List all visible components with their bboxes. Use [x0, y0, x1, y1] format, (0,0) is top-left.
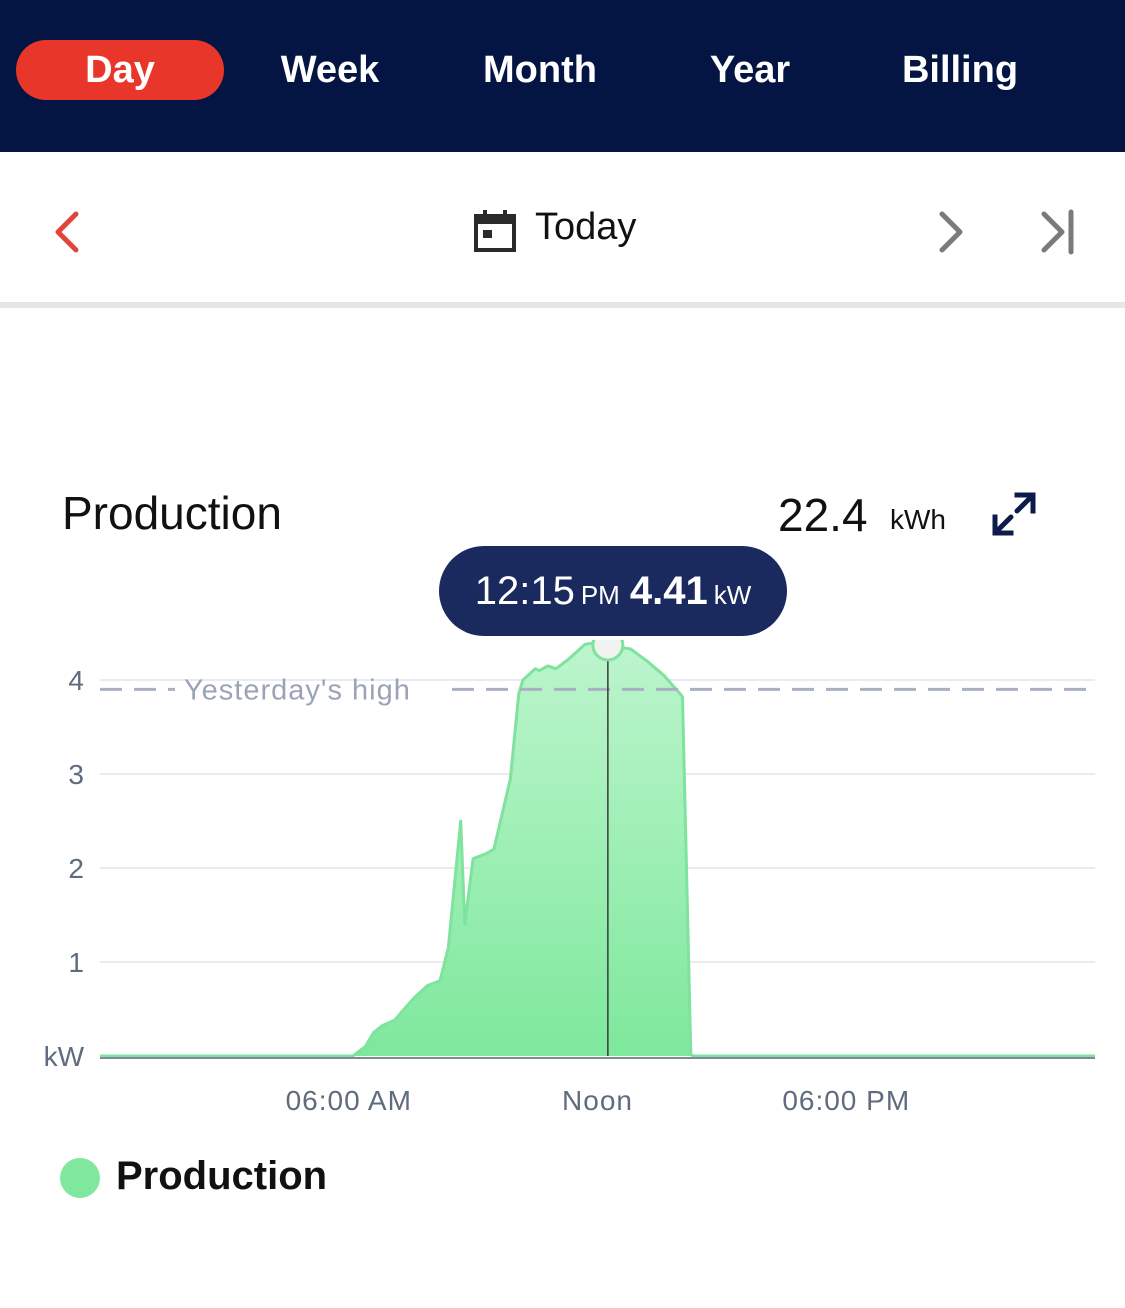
x-tick-label: 06:00 AM [286, 1085, 412, 1116]
skip-to-end-icon[interactable] [1036, 208, 1080, 256]
y-tick-label: 3 [68, 759, 84, 790]
y-axis: kW 1 2 3 4 [44, 665, 85, 1072]
date-label[interactable]: Today [535, 206, 637, 248]
card-title: Production [62, 487, 282, 539]
highlight-point [591, 640, 625, 662]
chevron-left-icon[interactable] [46, 208, 86, 256]
chevron-right-icon[interactable] [930, 208, 970, 256]
area-layer [100, 640, 1095, 1059]
tooltip-ampm: PM [580, 580, 620, 610]
tab-year[interactable]: Year [709, 49, 791, 91]
calendar-icon[interactable] [472, 208, 518, 254]
x-axis: 06:00 AM Noon 06:00 PM [286, 1085, 910, 1116]
expand-icon[interactable] [990, 490, 1038, 538]
reference-layer: Yesterday's high [100, 674, 1095, 706]
tooltip-unit: kW [713, 580, 752, 610]
tab-month[interactable]: Month [483, 49, 597, 91]
y-tick-label: 2 [68, 853, 84, 884]
legend-label[interactable]: Production [116, 1154, 328, 1198]
value-tooltip: 12:15 PM 4.41 kW [439, 546, 787, 636]
reference-label: Yesterday's high [184, 674, 411, 706]
x-tick-label: 06:00 PM [782, 1085, 910, 1116]
x-tick-label: Noon [562, 1085, 633, 1116]
date-navigation [0, 152, 1125, 302]
period-tab-bar: Day Week Month Year Billing [0, 0, 1125, 152]
cursor-layer [591, 640, 625, 1056]
y-tick-label: 1 [68, 947, 84, 978]
production-area [100, 641, 1095, 1056]
y-tick-label: 4 [68, 665, 84, 696]
total-energy-value: 22.4 [778, 489, 868, 541]
tooltip-value: 4.41 [629, 569, 708, 613]
section-divider [0, 302, 1125, 308]
tab-week[interactable]: Week [280, 49, 380, 91]
total-energy-unit: kWh [890, 504, 946, 535]
legend-swatch [60, 1158, 100, 1198]
y-tick-label: kW [44, 1041, 85, 1072]
tooltip-time: 12:15 [474, 569, 575, 613]
tab-billing[interactable]: Billing [901, 49, 1019, 91]
tab-day[interactable]: Day [16, 40, 224, 100]
production-line [100, 640, 1095, 1058]
